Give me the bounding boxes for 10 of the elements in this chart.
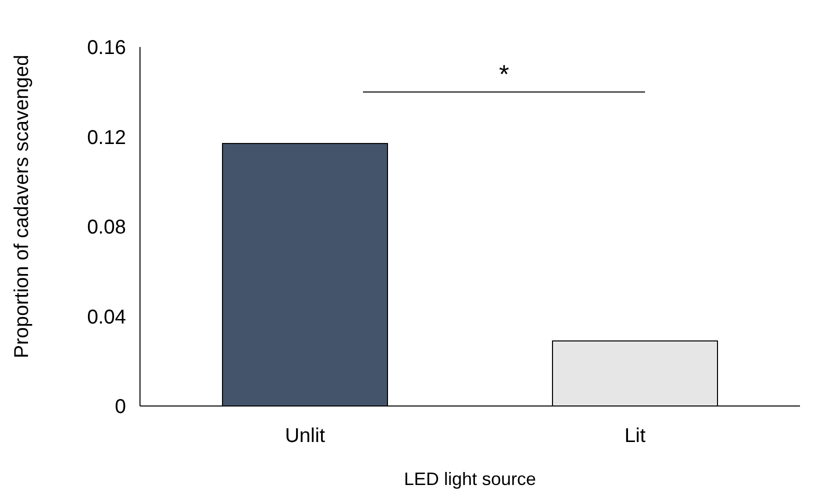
x-tick-label: Lit — [624, 425, 646, 447]
y-tick-label: 0.04 — [87, 306, 126, 328]
x-tick-label: Unlit — [284, 425, 326, 447]
annotation: * — [498, 59, 510, 89]
y-tick-label: 0 — [114, 396, 126, 418]
y-tick-label: 0.16 — [87, 37, 126, 59]
y-axis-title: Proportion of cadavers scavenged — [11, 54, 33, 358]
y-tick-label: 0.08 — [87, 216, 126, 238]
x-axis-title: LED light source — [404, 469, 536, 489]
y-tick-label: 0.12 — [87, 126, 126, 149]
